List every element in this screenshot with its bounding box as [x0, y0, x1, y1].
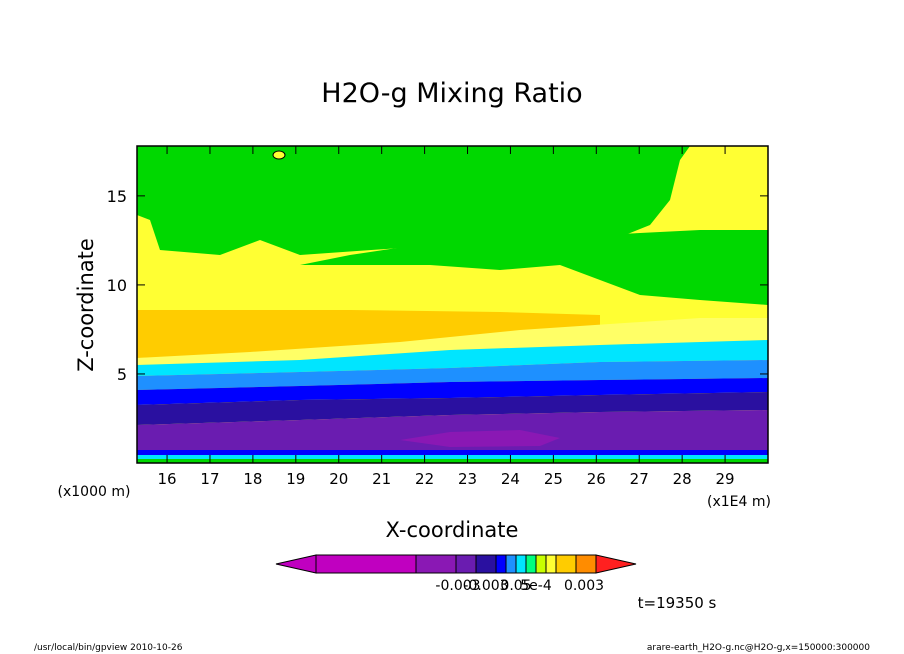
x-tick-label: 23 — [458, 470, 477, 488]
colorbar-extend-right — [595, 554, 637, 574]
colorbar-segment — [505, 554, 517, 574]
x-tick-label: 21 — [372, 470, 391, 488]
colorbar-segment — [525, 554, 537, 574]
contour-cyan — [137, 340, 768, 376]
contour-orange — [137, 310, 600, 358]
x-tick-label: 18 — [243, 470, 262, 488]
colorbar-label: 0.003 — [564, 578, 604, 594]
colorbar-segment — [535, 554, 547, 574]
colorbar-segment — [415, 554, 457, 574]
x-tick-label: 22 — [415, 470, 434, 488]
colorbar-segment — [495, 554, 507, 574]
x-tick-label: 28 — [673, 470, 692, 488]
colorbar-segment — [455, 554, 477, 574]
time-label: t=19350 s — [638, 594, 717, 612]
x-tick-label: 16 — [158, 470, 177, 488]
colorbar-extend-left — [275, 554, 317, 574]
x-tick-label: 20 — [329, 470, 348, 488]
contour-lightblue — [137, 360, 768, 390]
colorbar-segment — [315, 554, 417, 574]
x-tick-label: 17 — [200, 470, 219, 488]
y-tick-label: 10 — [107, 276, 127, 295]
x-tick-label: 26 — [587, 470, 606, 488]
x-tick-label: 27 — [630, 470, 649, 488]
footer-left: /usr/local/bin/gpview 2010-10-26 — [34, 643, 183, 653]
x-tick-label: 24 — [501, 470, 520, 488]
contour-bottom-cyan — [137, 455, 768, 459]
colorbar-label: -0.003 — [435, 578, 480, 594]
contour-darkblue — [137, 392, 768, 425]
contour-speck — [272, 150, 286, 160]
colorbar-label: -0.003 — [463, 578, 508, 594]
x-tick-label: 25 — [544, 470, 563, 488]
footer-right: arare-earth_H2O-g.nc@H2O-g,x=150000:3000… — [647, 643, 870, 653]
contour-field — [137, 146, 768, 463]
contour-bottom-blue — [137, 450, 768, 455]
x-tick-label: 29 — [716, 470, 735, 488]
y-tick-label: 15 — [107, 187, 127, 206]
x-axis-label: X-coordinate — [386, 518, 519, 542]
colorbar-segment — [555, 554, 577, 574]
contour-magenta — [400, 430, 560, 447]
contour-purple — [137, 410, 768, 450]
x-unit-label: (x1E4 m) — [707, 494, 771, 510]
colorbar-segment — [575, 554, 597, 574]
colorbar-label: 0.05 — [500, 578, 531, 594]
x-axis-ticks: 16 17 18 19 20 21 22 23 24 25 26 27 28 29 — [158, 146, 735, 488]
plot-frame — [136, 145, 769, 464]
y-axis-label: Z-coordinate — [74, 238, 98, 372]
contour-blue — [137, 378, 768, 405]
chart-title: H2O-g Mixing Ratio — [321, 78, 582, 109]
y-axis-ticks: 5 10 15 — [107, 187, 768, 384]
x-tick-label: 19 — [286, 470, 305, 488]
contour-lightyellow — [137, 318, 768, 365]
colorbar-label: 5e-4 — [520, 578, 552, 594]
contour-green-middle — [300, 230, 768, 305]
y-unit-label: (x1000 m) — [58, 484, 131, 500]
y-tick-label: 5 — [117, 365, 127, 384]
colorbar-segment — [545, 554, 557, 574]
contour-bottom-green — [137, 459, 768, 463]
colorbar-segment — [515, 554, 527, 574]
colorbar-segment — [475, 554, 497, 574]
